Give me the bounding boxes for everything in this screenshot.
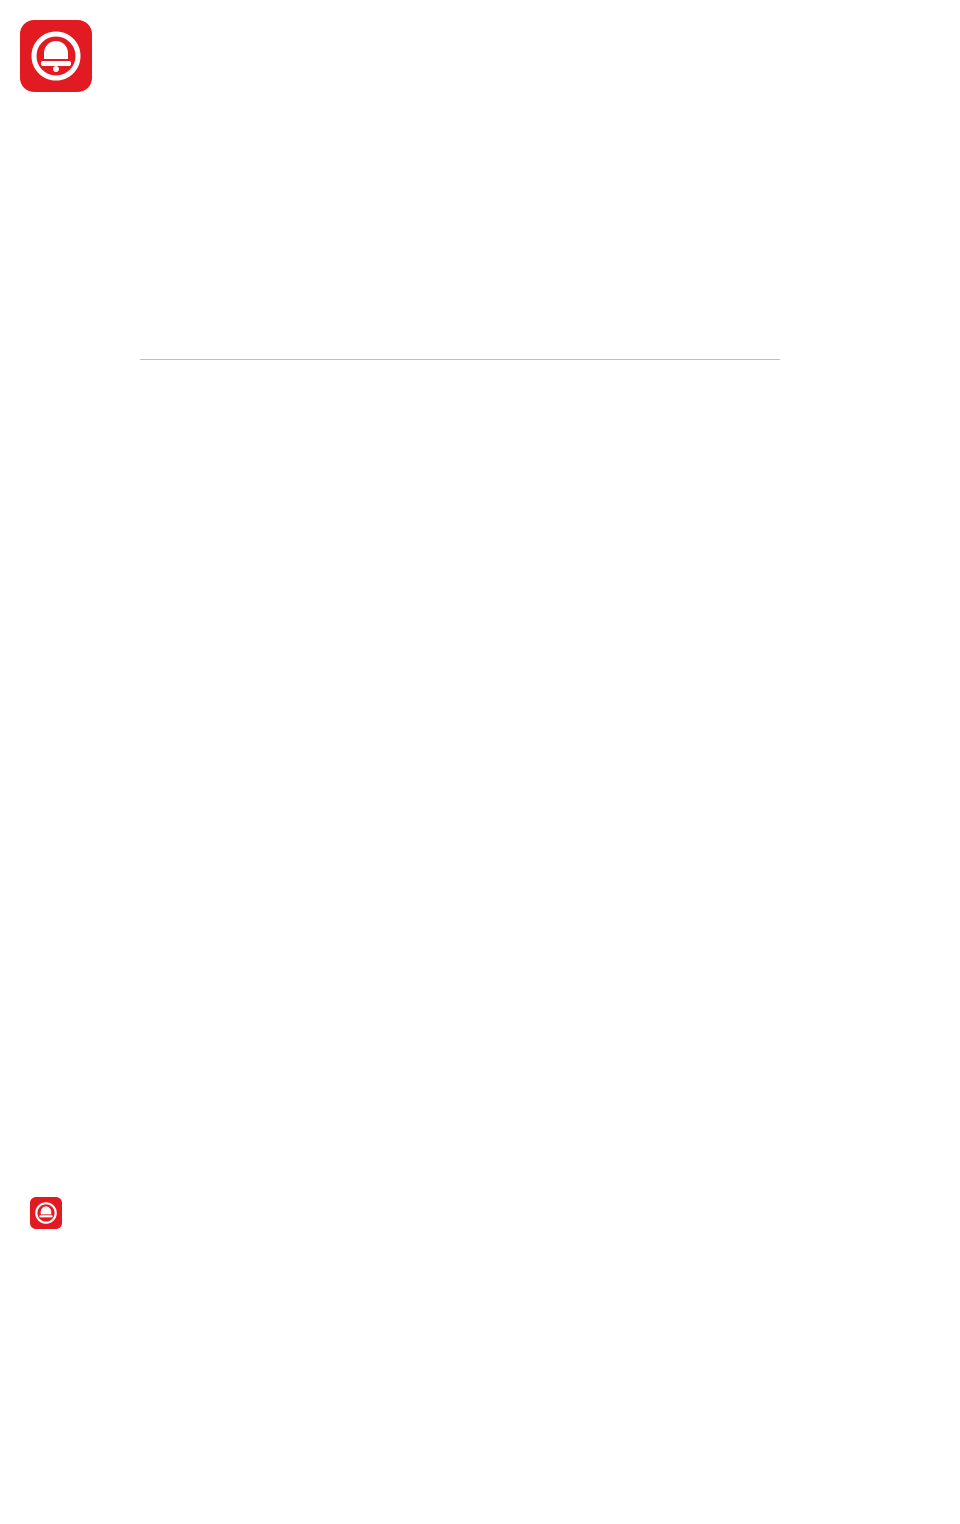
- pie-chart: [0, 560, 960, 982]
- bar-chart: [0, 120, 960, 550]
- footer-brand: [30, 1197, 70, 1229]
- body-paragraph: [0, 550, 960, 560]
- brand-logo: [20, 20, 100, 92]
- header-zigzag-icon: [480, 20, 960, 100]
- footer-zigzag-band: [0, 1152, 960, 1180]
- page-header: [0, 0, 960, 110]
- bell-icon: [35, 1202, 57, 1224]
- bell-icon: [31, 31, 81, 81]
- bar-chart-x-labels: [140, 360, 780, 550]
- bar-chart-plot-area: [140, 120, 780, 360]
- brand-logo-mark: [20, 20, 92, 92]
- footer-logo-mark: [30, 1197, 62, 1229]
- footer-links: [901, 1203, 910, 1223]
- pie-chart-canvas: [70, 602, 450, 982]
- page-footer: [0, 1185, 960, 1253]
